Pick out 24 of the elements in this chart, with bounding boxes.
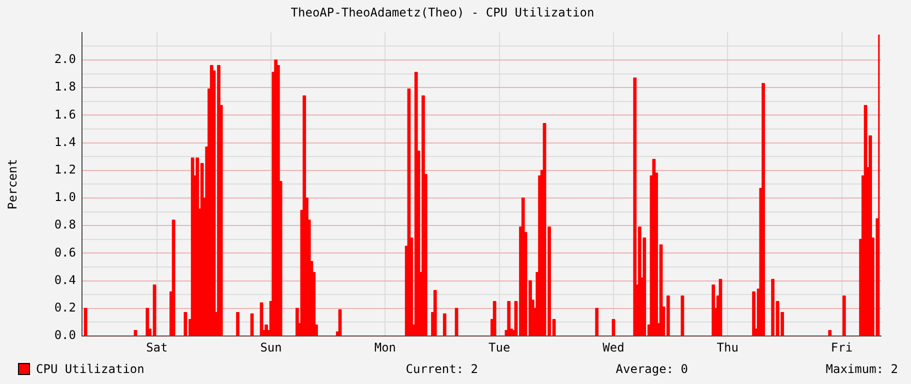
x-tick-label: Tue: [488, 340, 510, 354]
y-tick-label: 0.8: [54, 218, 76, 232]
x-tick-label: Wed: [602, 340, 624, 354]
y-tick-label: 0.4: [54, 272, 76, 287]
x-tick-label: Sat: [146, 340, 168, 354]
x-tick-label: Mon: [374, 340, 396, 354]
y-tick-label: 0.2: [54, 300, 76, 315]
y-tick-label: 1.8: [54, 80, 76, 94]
y-tick-label: 1.2: [54, 162, 76, 177]
legend-label: CPU Utilization: [36, 362, 144, 376]
text: Maximum: 2: [824, 362, 898, 376]
x-tick-label: Thu: [716, 340, 738, 354]
y-tick-label: 2.0: [54, 52, 76, 66]
text: Current: 2: [404, 362, 478, 376]
x-tick-label: Sun: [260, 340, 282, 354]
text: Average: 0: [614, 362, 688, 376]
y-tick-label: 1.4: [54, 134, 76, 149]
y-axis-title: Percent: [5, 158, 20, 210]
y-tick-label: 1.0: [54, 190, 76, 204]
y-tick-label: 0.0: [54, 328, 76, 342]
chart-title: TheoAP-TheoAdametz(Theo) - CPU Utilization: [290, 5, 594, 20]
y-tick-label: 1.6: [54, 107, 76, 122]
x-tick-label: Fri: [830, 340, 853, 354]
y-tick-label: 0.6: [54, 245, 76, 260]
